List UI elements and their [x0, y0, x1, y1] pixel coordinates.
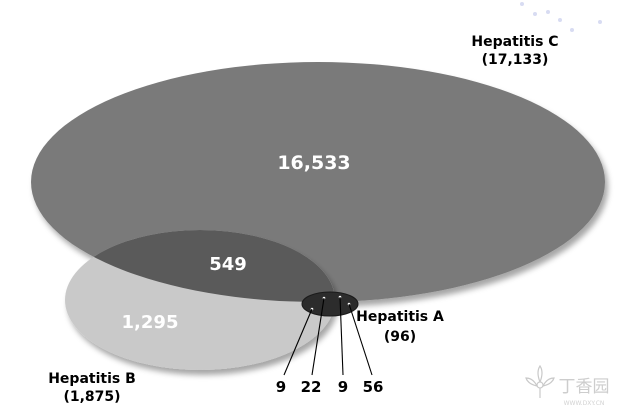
- small-overlap-count: 22: [301, 378, 322, 396]
- flower-icon: [525, 364, 555, 398]
- hep-c-only-count: 16,533: [277, 152, 350, 174]
- hepatitis-c-label: Hepatitis C: [471, 34, 558, 50]
- watermark-subtext: WWW.DXY.CN: [564, 400, 605, 407]
- hepatitis-a-ellipse: [301, 291, 359, 317]
- b-c-overlap-count: 549: [209, 254, 247, 275]
- watermark-logo: 丁香园 WWW.DXY.CN: [525, 364, 610, 407]
- watermark-dots: [520, 2, 602, 32]
- small-overlap-count: 9: [338, 378, 348, 396]
- hepatitis-b-total: (1,875): [63, 389, 120, 405]
- small-overlap-count: 9: [276, 378, 286, 396]
- hepatitis-b-label: Hepatitis B: [48, 371, 136, 387]
- hepatitis-c-total: (17,133): [482, 52, 549, 68]
- small-overlap-count: 56: [363, 378, 384, 396]
- leader-lines: [283, 296, 373, 376]
- hep-b-only-count: 1,295: [122, 312, 179, 333]
- watermark-text: 丁香园: [559, 377, 610, 397]
- hepatitis-a-total: (96): [384, 329, 416, 345]
- hepatitis-a-label: Hepatitis A: [356, 309, 444, 325]
